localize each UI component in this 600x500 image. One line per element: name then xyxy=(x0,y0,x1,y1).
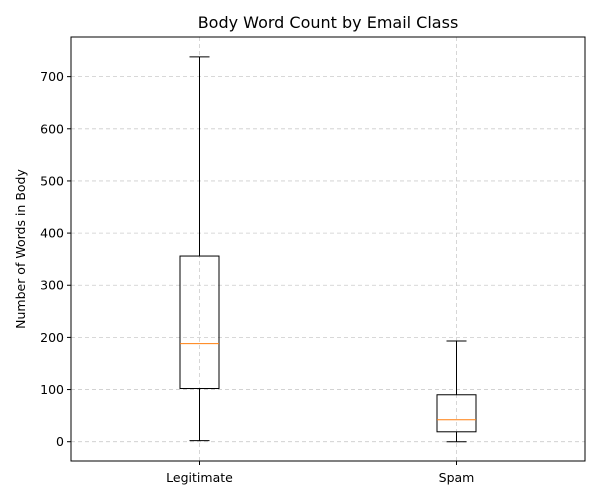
box-legitimate xyxy=(179,56,220,442)
y-tick-label: 700 xyxy=(40,69,64,84)
box-spam xyxy=(436,340,477,443)
x-tick-label: Legitimate xyxy=(166,470,233,485)
y-tick-label: 300 xyxy=(40,278,64,293)
y-tick-label: 0 xyxy=(56,434,64,449)
plot-frame xyxy=(70,36,586,462)
chart-title: Body Word Count by Email Class xyxy=(198,13,459,32)
y-tick-label: 600 xyxy=(40,121,64,136)
y-axis-label: Number of Words in Body xyxy=(13,169,28,329)
tick-layer: 0 100 200 300 400 500 600 700 Legitimate Spam xyxy=(40,69,474,485)
y-tick-label: 400 xyxy=(40,226,64,241)
y-tick-label: 200 xyxy=(40,330,64,345)
y-tick-label: 100 xyxy=(40,382,64,397)
iqr-box xyxy=(436,394,477,433)
y-tick-label: 500 xyxy=(40,173,64,188)
x-tick-label: Spam xyxy=(439,470,475,485)
iqr-box xyxy=(179,255,220,390)
box-layer xyxy=(179,56,477,443)
